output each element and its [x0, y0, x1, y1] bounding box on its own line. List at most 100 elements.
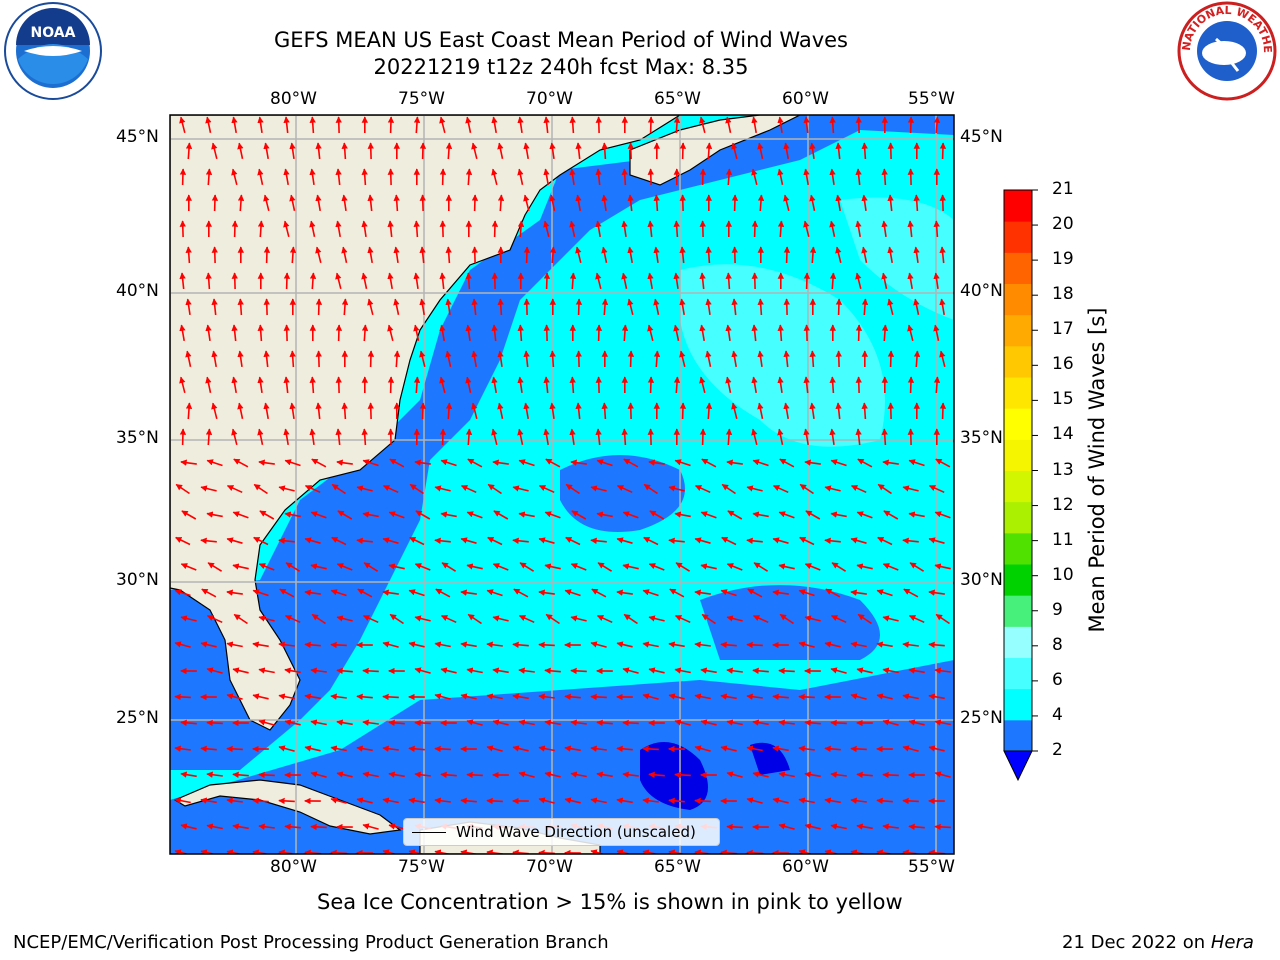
colorbar-segment [1004, 221, 1032, 253]
wind-wave-arrow [283, 272, 291, 290]
wind-wave-arrow [725, 116, 732, 133]
wind-wave-arrow [803, 116, 810, 134]
wind-wave-arrow [643, 536, 659, 546]
wind-wave-arrow [439, 168, 447, 186]
wind-wave-arrow [226, 849, 243, 854]
wind-wave-arrow [330, 797, 347, 804]
wind-wave-arrow [175, 483, 190, 495]
wind-wave-arrow [413, 376, 421, 394]
wind-wave-arrow [445, 402, 453, 420]
wind-wave-arrow [799, 483, 814, 495]
wind-wave-arrow [590, 797, 607, 804]
wind-wave-arrow [675, 562, 691, 572]
wind-wave-arrow [856, 771, 873, 778]
wind-wave-arrow [200, 849, 217, 854]
wind-wave-arrow [497, 298, 504, 316]
wind-wave-arrow [673, 272, 680, 290]
wind-wave-arrow [367, 298, 374, 315]
wind-wave-arrow [518, 459, 535, 467]
wind-wave-arrow [492, 563, 509, 571]
wind-wave-arrow [315, 142, 322, 160]
colorbar-tick-label: 17 [1052, 319, 1074, 340]
wind-wave-arrow [835, 246, 842, 263]
wind-wave-arrow [185, 402, 193, 420]
wind-wave-arrow [388, 511, 405, 519]
wind-wave-arrow [642, 849, 659, 854]
wind-wave-arrow [538, 537, 555, 544]
wind-wave-arrow [772, 537, 789, 544]
wind-wave-arrow [388, 823, 405, 830]
wind-wave-arrow [803, 272, 811, 290]
wind-wave-arrow [647, 220, 654, 238]
wind-wave-arrow [257, 220, 265, 238]
wind-wave-arrow [721, 536, 737, 546]
wind-wave-arrow [263, 298, 270, 316]
wind-wave-arrow [543, 116, 550, 134]
wind-wave-arrow [621, 168, 628, 186]
wind-wave-arrow [544, 563, 561, 570]
wind-wave-arrow [805, 510, 821, 520]
wind-wave-arrow [726, 823, 743, 831]
wind-wave-arrow [231, 220, 239, 238]
wind-wave-arrow [804, 771, 821, 778]
wind-wave-arrow [596, 614, 613, 624]
map-frame [169, 114, 955, 855]
wind-wave-arrow [798, 849, 814, 854]
wind-wave-arrow [419, 142, 427, 160]
wind-wave-arrow [648, 615, 665, 622]
wind-wave-arrow [518, 771, 535, 778]
wind-wave-arrow [263, 246, 271, 264]
wind-wave-arrow [694, 484, 711, 494]
wind-wave-arrow [751, 116, 758, 134]
lon-label-top: 55°W [908, 89, 955, 109]
wind-wave-arrow [726, 719, 743, 726]
colorbar-tick-label: 12 [1052, 494, 1074, 515]
wind-wave-arrow [367, 194, 374, 212]
colorbar-segment [1004, 283, 1032, 316]
wind-wave-arrow [439, 272, 446, 290]
wind-wave-arrow [419, 194, 426, 212]
wind-wave-arrow [673, 116, 681, 134]
wind-wave-arrow [850, 537, 867, 544]
wind-wave-arrow [590, 745, 607, 752]
wind-wave-arrow [627, 142, 634, 160]
wind-wave-arrow [726, 459, 743, 466]
wind-wave-arrow [679, 350, 686, 367]
wind-wave-direction-arrows [174, 116, 951, 854]
wind-wave-arrow [856, 667, 873, 674]
lon-label-top: 65°W [654, 89, 701, 109]
wind-wave-arrow [674, 719, 691, 726]
footer-date-text: 21 Dec 2022 on [1062, 932, 1211, 953]
lat-label-right: 40°N [960, 281, 1003, 301]
wind-wave-arrow [284, 511, 301, 518]
wind-wave-arrow [887, 402, 894, 420]
wind-wave-arrow [564, 797, 581, 804]
wind-wave-arrow [699, 220, 706, 238]
wind-wave-arrow [180, 719, 197, 726]
wind-wave-arrow [694, 693, 711, 700]
wind-wave-arrow [882, 771, 899, 779]
wind-wave-arrow [653, 298, 660, 315]
wind-wave-arrow [252, 797, 269, 804]
blue-southern-region [170, 660, 954, 854]
wind-wave-arrow [337, 510, 353, 520]
map-gridlines [170, 115, 954, 854]
wind-wave-arrow [408, 589, 425, 597]
wind-wave-arrow [726, 667, 743, 674]
wind-wave-arrow [491, 220, 499, 238]
wind-wave-arrow [258, 719, 275, 726]
wind-wave-arrow [705, 142, 713, 160]
footer-credit: NCEP/EMC/Verification Post Processing Pr… [13, 932, 609, 953]
wind-wave-arrow [783, 194, 790, 211]
wind-wave-arrow [201, 588, 217, 598]
wind-wave-arrow [575, 194, 582, 212]
wind-wave-arrow [257, 376, 264, 394]
wind-wave-arrow [595, 116, 602, 134]
wind-wave-arrow [570, 667, 587, 675]
wind-wave-arrow [226, 745, 243, 753]
wind-wave-arrow [653, 246, 660, 264]
wind-wave-arrow [544, 667, 561, 674]
wind-wave-arrow [258, 823, 275, 830]
wind-wave-arrow [211, 350, 218, 368]
wind-wave-arrow [441, 562, 457, 572]
